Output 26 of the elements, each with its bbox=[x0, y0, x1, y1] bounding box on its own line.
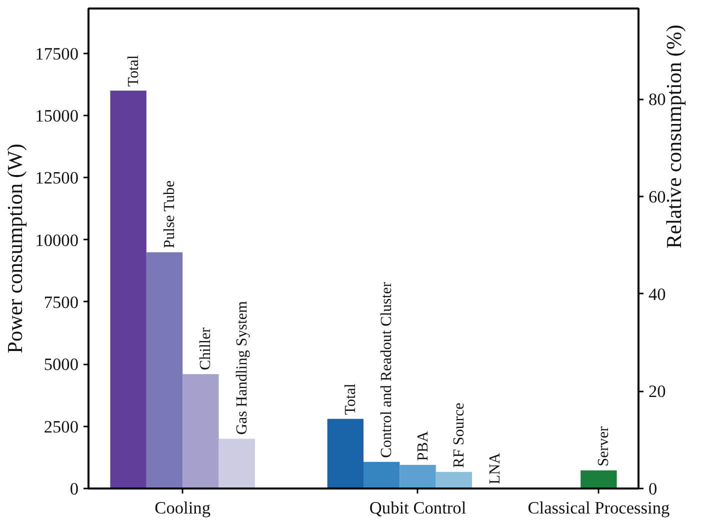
text: PBA bbox=[414, 431, 432, 461]
text: Total bbox=[342, 384, 359, 415]
text: RF Source bbox=[450, 402, 468, 468]
x-tick-label: Cooling bbox=[154, 498, 211, 518]
y-tick-label: 5000 bbox=[44, 355, 78, 374]
text: Total bbox=[124, 55, 142, 87]
x-tick-label: Qubit Control bbox=[369, 498, 466, 518]
y-tick-label: 7500 bbox=[44, 292, 78, 312]
text: LNA bbox=[486, 452, 504, 484]
y2-tick-label: 80 bbox=[648, 90, 666, 110]
text: Server bbox=[595, 426, 612, 466]
text: Gas Handling System bbox=[233, 300, 250, 435]
y-axis-title: Power consumption (W) bbox=[3, 144, 28, 354]
y-tick-label: 17500 bbox=[35, 44, 79, 64]
y2-tick-label: 20 bbox=[648, 382, 666, 402]
y-tick-label: 2500 bbox=[44, 417, 78, 436]
y-tick-label: 15000 bbox=[35, 106, 79, 126]
y-tick-label: 12500 bbox=[35, 168, 79, 188]
text: Chiller bbox=[197, 328, 214, 370]
text: Pulse Tube bbox=[160, 180, 178, 248]
text: Control and Readout Cluster bbox=[378, 282, 396, 458]
y-tick-label: 10000 bbox=[35, 230, 79, 250]
y-tick-label: 0 bbox=[70, 480, 79, 498]
y2-tick-label: 40 bbox=[648, 284, 666, 304]
x-tick-label: Classical Processing bbox=[528, 498, 670, 518]
y2-tick-label: 0 bbox=[648, 480, 658, 498]
